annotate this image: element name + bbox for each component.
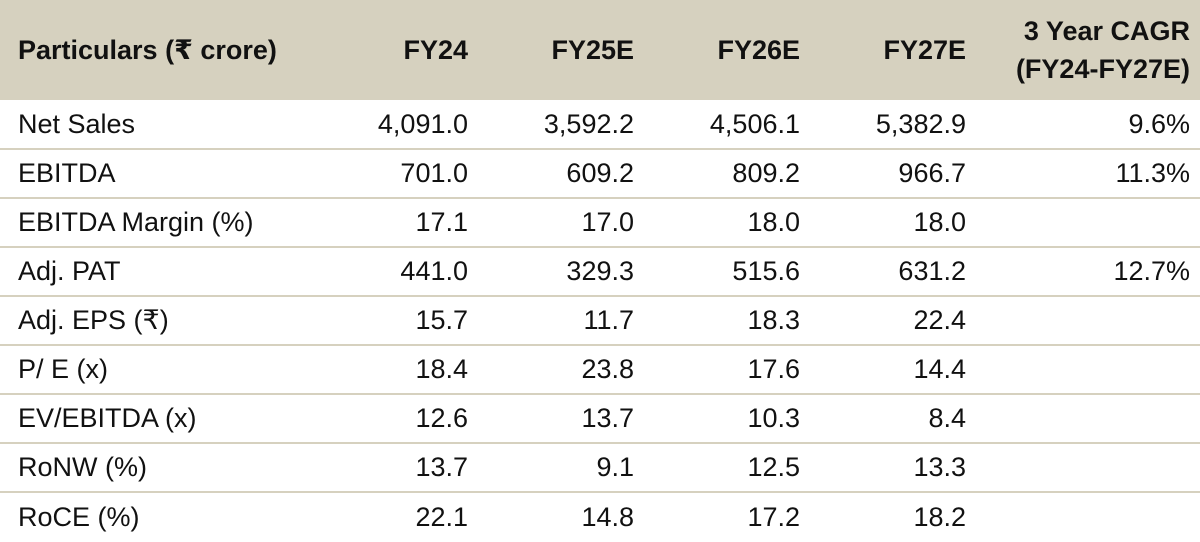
table-header: Particulars (₹ crore) FY24 FY25E FY26E F…	[0, 0, 1200, 100]
header-particulars: Particulars (₹ crore)	[18, 35, 277, 65]
cell-fy25e: 609.2	[566, 158, 634, 188]
cell-fy26e: 18.0	[747, 207, 800, 237]
cell-fy25e: 23.8	[581, 354, 634, 384]
cell-particular: EV/EBITDA (x)	[18, 403, 197, 433]
table-row: RoCE (%) 22.1 14.8 17.2 18.2	[0, 492, 1200, 541]
table-row: EBITDA 701.0 609.2 809.2 966.7 11.3%	[0, 149, 1200, 198]
cell-fy27e: 631.2	[898, 256, 966, 286]
cell-cagr: 11.3%	[1115, 158, 1190, 188]
table-row: P/ E (x) 18.4 23.8 17.6 14.4	[0, 345, 1200, 394]
cell-particular: Adj. PAT	[18, 256, 121, 286]
cell-fy24: 17.1	[415, 207, 468, 237]
cell-fy27e: 5,382.9	[875, 108, 966, 139]
cell-fy26e: 17.6	[747, 354, 800, 384]
cell-cagr	[972, 492, 1200, 541]
cell-fy27e: 13.3	[913, 452, 966, 482]
cell-particular: Net Sales	[18, 108, 136, 139]
table-row: EV/EBITDA (x) 12.6 13.7 10.3 8.4	[0, 394, 1200, 443]
header-fy24: FY24	[403, 35, 468, 65]
header-fy27e: FY27E	[883, 35, 966, 65]
table-row: Adj. PAT 441.0 329.3 515.6 631.2 12.7%	[0, 247, 1200, 296]
cell-fy24: 701.0	[400, 158, 468, 188]
header-fy25e: FY25E	[551, 35, 634, 65]
cell-fy26e: 17.2	[747, 501, 800, 532]
cell-fy26e: 809.2	[732, 158, 800, 188]
cell-fy25e: 9.1	[596, 452, 634, 482]
cell-particular: RoCE (%)	[18, 501, 140, 532]
table-row: Adj. EPS (₹) 15.7 11.7 18.3 22.4	[0, 296, 1200, 345]
cell-fy25e: 14.8	[581, 501, 634, 532]
cell-fy27e: 8.4	[928, 403, 966, 433]
header-cagr: 3 Year CAGR (FY24-FY27E)	[972, 0, 1200, 100]
cell-fy25e: 3,592.2	[543, 108, 634, 139]
table-row: Net Sales 4,091.0 3,592.2 4,506.1 5,382.9 9.6…	[0, 100, 1200, 149]
cell-fy24: 18.4	[415, 354, 468, 384]
cell-particular: RoNW (%)	[18, 452, 147, 482]
cell-fy26e: 18.3	[747, 305, 800, 335]
table-row: EBITDA Margin (%) 17.1 17.0 18.0 18.0	[0, 198, 1200, 247]
cell-fy26e: 4,506.1	[709, 108, 800, 139]
cell-fy24: 4,091.0	[377, 108, 468, 139]
cell-fy24: 22.1	[415, 501, 468, 532]
cell-fy26e: 12.5	[747, 452, 800, 482]
cell-cagr	[972, 296, 1200, 345]
cell-particular: EBITDA Margin (%)	[18, 207, 254, 237]
cell-fy27e: 18.2	[913, 501, 966, 532]
cell-fy25e: 17.0	[581, 207, 634, 237]
header-cagr-line2: (FY24-FY27E)	[1015, 54, 1190, 84]
header-cagr-line1: 3 Year CAGR	[1023, 16, 1190, 46]
cell-fy26e: 515.6	[732, 256, 800, 286]
cell-fy24: 12.6	[415, 403, 468, 433]
cell-fy25e: 13.7	[581, 403, 634, 433]
cell-fy27e: 966.7	[898, 158, 966, 188]
cell-cagr	[972, 198, 1200, 247]
cell-fy25e: 329.3	[566, 256, 634, 286]
cell-fy24: 441.0	[400, 256, 468, 286]
cell-cagr: 12.7%	[1113, 256, 1190, 286]
cell-cagr	[972, 394, 1200, 443]
cell-fy24: 15.7	[415, 305, 468, 335]
header-fy26e: FY26E	[717, 35, 800, 65]
cell-fy26e: 10.3	[747, 403, 800, 433]
cell-fy27e: 18.0	[913, 207, 966, 237]
cell-particular: Adj. EPS (₹)	[18, 305, 169, 335]
cell-fy24: 13.7	[415, 452, 468, 482]
table-row: RoNW (%) 13.7 9.1 12.5 13.3	[0, 443, 1200, 492]
header-row: Particulars (₹ crore) FY24 FY25E FY26E F…	[0, 0, 1200, 100]
cell-fy25e: 11.7	[583, 305, 634, 335]
cell-cagr	[972, 443, 1200, 492]
cell-fy27e: 14.4	[913, 354, 966, 384]
cell-particular: EBITDA	[18, 158, 116, 188]
table-body: Net Sales 4,091.0 3,592.2 4,506.1 5,382.9 9.6…	[0, 100, 1200, 541]
cell-cagr	[972, 345, 1200, 394]
cell-particular: P/ E (x)	[18, 354, 109, 384]
cell-cagr: 9.6%	[1128, 108, 1190, 139]
cell-fy27e: 22.4	[913, 305, 966, 335]
